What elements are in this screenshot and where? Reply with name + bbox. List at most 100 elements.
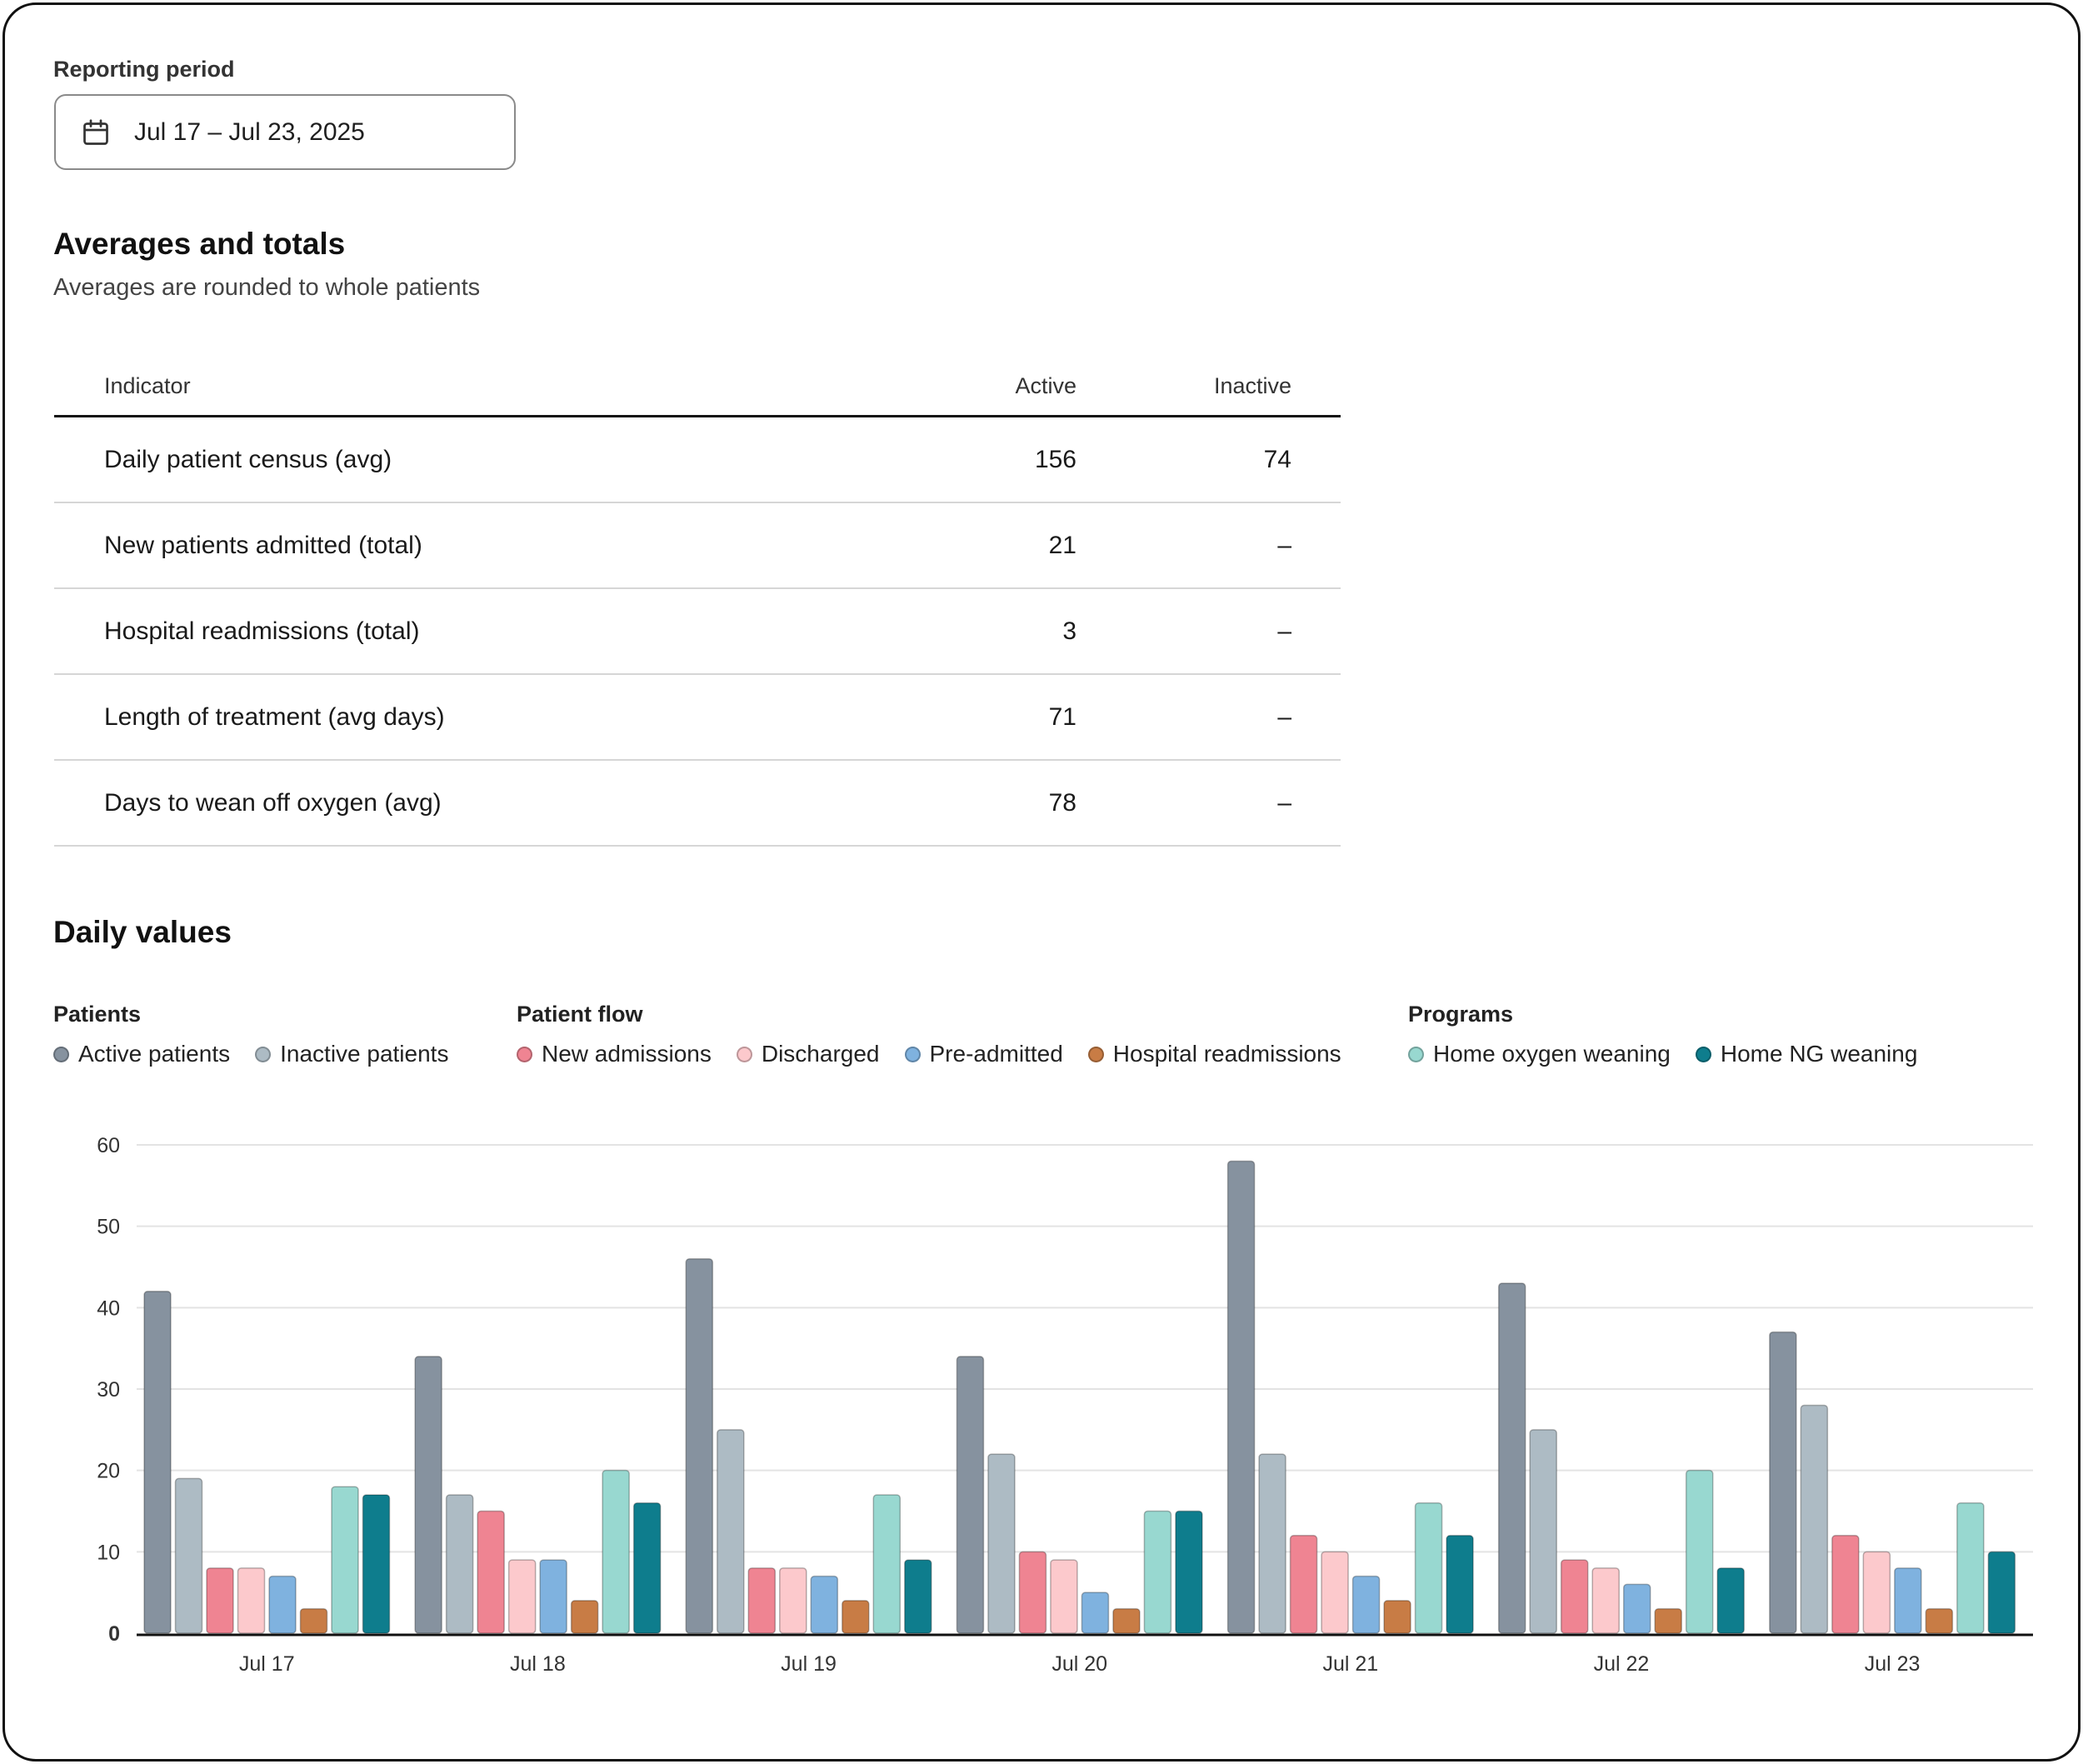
- bar-new-admissions: [1831, 1535, 1860, 1634]
- indicator-cell: Length of treatment (avg days): [104, 703, 445, 731]
- y-tick-label: 50: [97, 1216, 120, 1239]
- x-tick-label: Jul 17: [239, 1652, 295, 1676]
- column-header-inactive: Inactive: [1213, 373, 1291, 398]
- bar-pre-admitted: [539, 1559, 567, 1634]
- bar-discharged: [1321, 1551, 1349, 1634]
- bar-discharged: [1591, 1567, 1620, 1634]
- table-row: New patients admitted (total) 21 –: [54, 503, 1341, 589]
- indicator-cell: Days to wean off oxygen (avg): [104, 789, 442, 817]
- inactive-cell: 74: [1263, 446, 1291, 473]
- legend-item-hospital-readmissions[interactable]: Hospital readmissions: [1087, 1041, 1341, 1067]
- legend-label: New admissions: [542, 1041, 712, 1067]
- date-range-picker[interactable]: Jul 17 – Jul 23, 2025: [54, 94, 516, 170]
- bar-inactive-patients: [717, 1429, 745, 1634]
- bar-new-admissions: [1289, 1535, 1318, 1634]
- indicator-cell: Daily patient census (avg): [104, 446, 392, 473]
- bar-home-oxygen-weaning: [602, 1469, 630, 1634]
- legend-swatch: [736, 1046, 752, 1062]
- legend-swatch: [255, 1046, 272, 1062]
- legend-group-title: Patient flow: [517, 1002, 643, 1027]
- legend-swatch: [1087, 1046, 1104, 1062]
- bar-home-ng-weaning: [1716, 1567, 1745, 1634]
- legend-label: Pre-admitted: [929, 1041, 1063, 1067]
- bar-home-ng-weaning: [1446, 1535, 1474, 1634]
- active-cell: 21: [1048, 532, 1076, 559]
- x-tick-label: Jul 20: [1051, 1652, 1107, 1676]
- active-cell: 71: [1048, 703, 1076, 731]
- legend-label: Inactive patients: [280, 1041, 449, 1067]
- daily-values-chart: 0 10 20 30 40 50 60 Jul 17 Jul 18 Jul 19 Jul 20 Jul…: [97, 1134, 2033, 1676]
- daily-values-title: Daily values: [53, 915, 232, 949]
- inactive-cell: –: [1277, 789, 1291, 817]
- bar-active-patients: [1226, 1160, 1256, 1634]
- bar-pre-admitted: [1081, 1592, 1110, 1634]
- bar-new-admissions: [477, 1510, 505, 1634]
- bar-new-admissions: [747, 1567, 777, 1634]
- legend-item-new-admissions[interactable]: New admissions: [517, 1041, 712, 1067]
- indicator-cell: Hospital readmissions (total): [104, 617, 420, 645]
- bar-hospital-readmissions: [299, 1607, 328, 1634]
- bar-hospital-readmissions: [1383, 1600, 1411, 1634]
- bar-inactive-patients: [987, 1453, 1016, 1634]
- active-cell: 156: [1034, 446, 1076, 473]
- indicator-cell: New patients admitted (total): [104, 532, 422, 559]
- legend-label: Discharged: [761, 1041, 880, 1067]
- legend-item-home-ng-weaning[interactable]: Home NG weaning: [1695, 1041, 1917, 1067]
- bar-pre-admitted: [1622, 1583, 1651, 1634]
- date-range-value: Jul 17 – Jul 23, 2025: [134, 117, 365, 146]
- active-cell: 3: [1062, 617, 1076, 645]
- column-header-active: Active: [1015, 373, 1076, 398]
- bar-new-admissions: [206, 1567, 234, 1634]
- bar-discharged: [237, 1567, 266, 1634]
- inactive-cell: –: [1277, 617, 1291, 645]
- y-tick-label: 0: [108, 1622, 120, 1646]
- bar-hospital-readmissions: [570, 1600, 599, 1634]
- legend-swatch: [517, 1046, 532, 1062]
- legend-group-patient-flow: Patient flow New admissions Discharged P…: [517, 1002, 1366, 1067]
- inactive-cell: –: [1277, 703, 1291, 731]
- legend-label: Active patients: [78, 1041, 231, 1067]
- legend-item-active-patients[interactable]: Active patients: [53, 1041, 230, 1067]
- bar-pre-admitted: [1894, 1567, 1922, 1634]
- bar-active-patients: [1769, 1331, 1797, 1634]
- bar-active-patients: [1497, 1282, 1526, 1634]
- bar-active-patients: [685, 1257, 714, 1634]
- legend-group-title: Patients: [53, 1002, 142, 1027]
- bar-home-oxygen-weaning: [1143, 1510, 1172, 1634]
- bar-inactive-patients: [174, 1477, 203, 1634]
- table-row: Days to wean off oxygen (avg) 78 –: [54, 761, 1341, 847]
- bar-hospital-readmissions: [842, 1600, 870, 1634]
- legend-item-inactive-patients[interactable]: Inactive patients: [255, 1041, 448, 1067]
- bar-pre-admitted: [810, 1575, 839, 1634]
- y-tick-label: 30: [97, 1378, 120, 1402]
- active-cell: 78: [1048, 789, 1076, 817]
- bar-new-admissions: [1560, 1559, 1589, 1634]
- legend-group-patients: Patients Active patients Inactive patien…: [53, 1002, 473, 1067]
- bar-hospital-readmissions: [1112, 1607, 1141, 1634]
- legend-swatch: [1695, 1046, 1711, 1062]
- reporting-period-label: Reporting period: [53, 57, 235, 82]
- legend-label: Home oxygen weaning: [1433, 1041, 1671, 1067]
- legend-item-pre-admitted[interactable]: Pre-admitted: [904, 1041, 1063, 1067]
- x-tick-label: Jul 22: [1594, 1652, 1650, 1676]
- bar-discharged: [1862, 1551, 1891, 1634]
- bar-hospital-readmissions: [1925, 1607, 1954, 1634]
- column-header-indicator: Indicator: [104, 373, 191, 398]
- bar-home-oxygen-weaning: [331, 1486, 359, 1634]
- legend-item-discharged[interactable]: Discharged: [736, 1041, 880, 1067]
- table-row: Hospital readmissions (total) 3 –: [54, 589, 1341, 675]
- bar-hospital-readmissions: [1654, 1607, 1682, 1634]
- bar-home-ng-weaning: [362, 1494, 391, 1634]
- bar-active-patients: [143, 1291, 172, 1634]
- legend-swatch: [904, 1046, 921, 1062]
- table-row: Length of treatment (avg days) 71 –: [54, 675, 1341, 761]
- legend-swatch: [1408, 1046, 1424, 1062]
- bar-inactive-patients: [1529, 1429, 1557, 1634]
- averages-subtitle: Averages are rounded to whole patients: [53, 274, 481, 301]
- x-tick-label: Jul 21: [1322, 1652, 1378, 1676]
- legend-item-home-oxygen-weaning[interactable]: Home oxygen weaning: [1408, 1041, 1671, 1067]
- bar-inactive-patients: [445, 1494, 474, 1634]
- bar-discharged: [507, 1559, 537, 1634]
- x-tick-label: Jul 18: [510, 1652, 566, 1676]
